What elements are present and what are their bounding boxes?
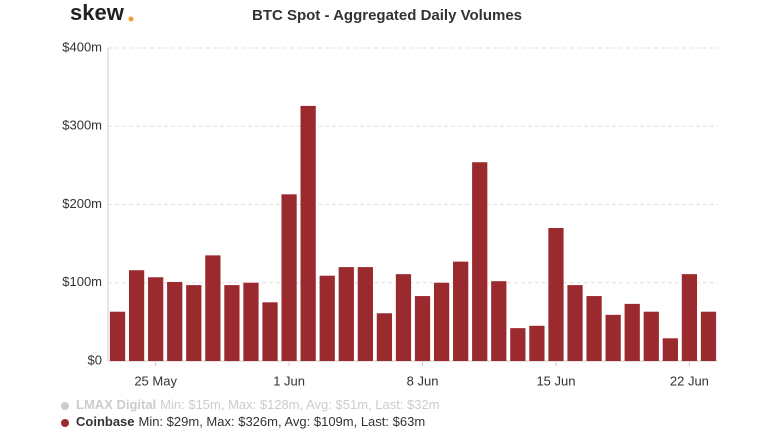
bar [453, 261, 469, 361]
legend-marker [61, 402, 69, 410]
logo: skew [70, 0, 125, 25]
bar [529, 325, 545, 361]
bar [548, 227, 564, 361]
bar [205, 255, 221, 361]
bar [376, 313, 393, 361]
bar [643, 311, 659, 361]
bar [186, 285, 202, 361]
legend-item: LMAX Digital Min: $15m, Max: $128m, Avg: … [76, 397, 440, 412]
bar [148, 277, 164, 361]
x-tick-label: 25 May [134, 373, 177, 388]
legend-item: Coinbase Min: $29m, Max: $326m, Avg: $109… [76, 414, 425, 429]
x-tick-label: 15 Jun [536, 373, 575, 388]
bar [567, 285, 583, 361]
x-tick-label: 8 Jun [407, 373, 439, 388]
bar [662, 338, 678, 361]
bar [491, 281, 507, 361]
bar [624, 303, 640, 361]
bar [243, 282, 259, 361]
bar [224, 285, 240, 361]
legend-stats: Min: $29m, Max: $326m, Avg: $109m, Last:… [139, 414, 426, 429]
bar [167, 281, 183, 361]
y-tick-label: $100m [62, 274, 102, 289]
legend-marker [61, 419, 69, 427]
y-tick-label: $0 [88, 352, 102, 367]
bar [319, 275, 335, 361]
y-tick-label: $200m [62, 196, 102, 211]
bar [395, 274, 412, 361]
legend-name[interactable]: LMAX Digital [76, 397, 156, 412]
bar [433, 282, 450, 361]
bar [128, 270, 145, 361]
bar [357, 267, 373, 361]
bar [300, 105, 316, 361]
bar [700, 311, 717, 361]
bar [262, 302, 278, 361]
chart-title: BTC Spot - Aggregated Daily Volumes [252, 7, 522, 24]
bar [281, 194, 297, 361]
bar [681, 274, 698, 361]
y-tick-label: $300m [62, 118, 102, 133]
bar [109, 311, 126, 361]
bar [510, 328, 526, 361]
bar [338, 267, 354, 361]
bar [414, 296, 431, 361]
bar [586, 296, 602, 361]
bar [605, 314, 621, 361]
y-tick-label: $400m [62, 39, 102, 54]
x-tick-label: 1 Jun [273, 373, 305, 388]
legend-stats: Min: $15m, Max: $128m, Avg: $51m, Last: … [160, 397, 439, 412]
bar [472, 162, 488, 361]
x-tick-label: 22 Jun [670, 373, 709, 388]
legend-name[interactable]: Coinbase [76, 414, 135, 429]
logo-dot [128, 16, 134, 22]
